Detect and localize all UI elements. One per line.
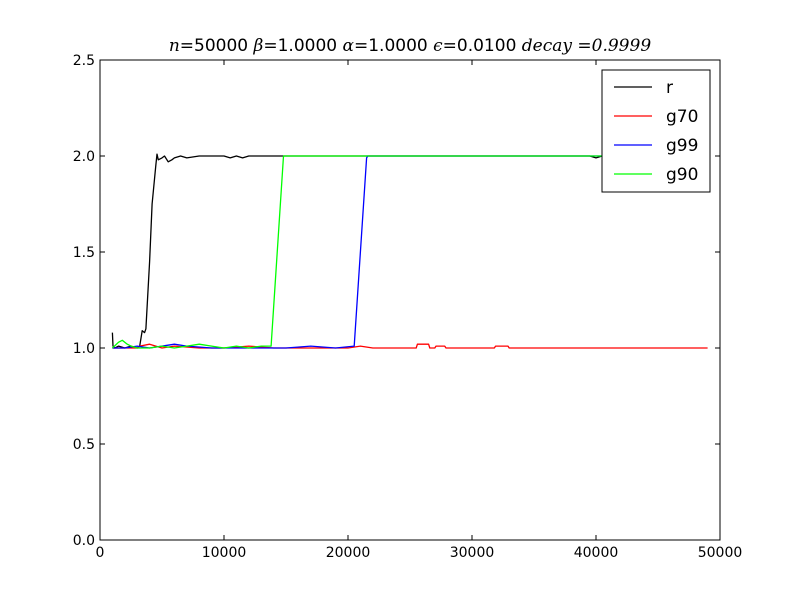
legend: r g70 g99 g90 (601, 69, 711, 193)
title-part: =1.0000 (263, 36, 342, 56)
series-layer (111, 153, 708, 349)
x-tick-label: 10000 (202, 545, 247, 561)
title-part: =50000 (180, 36, 254, 56)
x-tick-label: 0 (96, 545, 105, 561)
y-tick-label: 1.5 (73, 245, 95, 261)
y-tick-label: 0.0 (73, 533, 95, 549)
title-part: α (343, 36, 355, 56)
legend-label-g90: g90 (666, 165, 698, 185)
y-tick-label: 2.0 (73, 149, 95, 165)
title-part: =1.0000 (354, 36, 433, 56)
x-tick-label: 40000 (574, 545, 619, 561)
plot-frame (99, 59, 721, 541)
chart-title: n=50000 β=1.0000 α=1.0000 ϵ=0.0100 decay… (169, 36, 651, 56)
series-line-g90 (111, 155, 708, 349)
legend-label-g99: g99 (666, 136, 698, 156)
x-tick-label: 50000 (698, 545, 743, 561)
title-part: =0.9999 (572, 36, 651, 56)
legend-label-g70: g70 (666, 107, 698, 127)
x-tick-label: 30000 (450, 545, 495, 561)
title-part: =0.0100 (443, 36, 522, 56)
title-part: β (253, 36, 264, 56)
y-tick-label: 2.5 (73, 53, 95, 69)
legend-label-r: r (666, 78, 673, 98)
y-tick-label: 0.5 (73, 437, 95, 453)
title-part: n (169, 36, 180, 56)
title-part: ϵ (433, 36, 443, 56)
legend-box (601, 69, 711, 193)
tick-layer: 0 10000 20000 30000 40000 50000 0.0 0.5 1.0 1.5 2.… (73, 53, 743, 561)
y-tick-label: 1.0 (73, 341, 95, 357)
title-part: decay (522, 36, 573, 56)
x-tick-label: 20000 (326, 545, 371, 561)
